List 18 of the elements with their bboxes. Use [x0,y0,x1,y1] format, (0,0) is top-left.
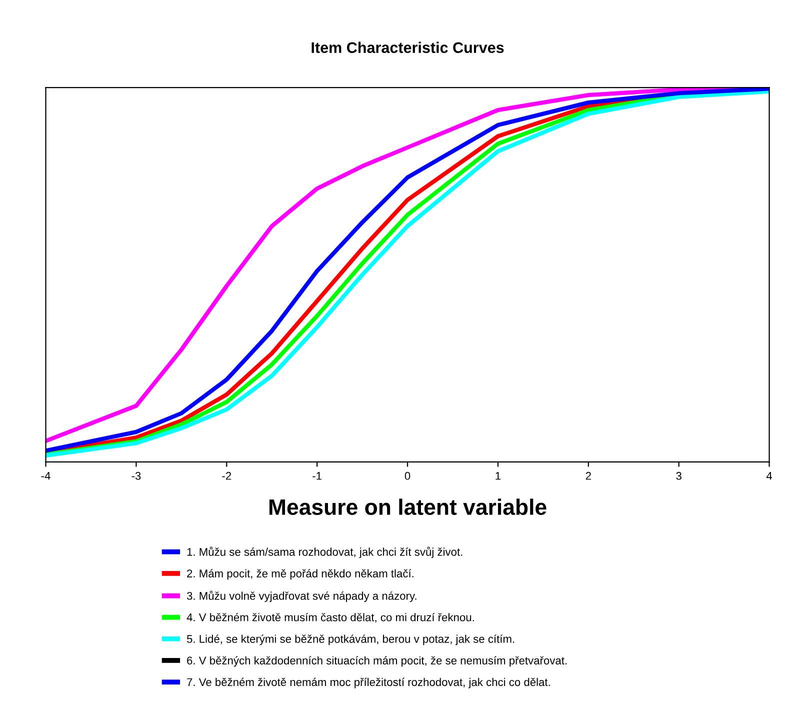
x-tick-label: 2 [586,472,591,480]
x-tick-label: -2 [222,472,232,480]
legend-label: 6. V běžných každodenních situacích mám pocit, že se nemusím přetvařovat. [187,656,567,667]
legend-label: 2. Mám pocit, že mě pořád někdo někam tlačí. [187,569,414,580]
legend-label: 3. Můžu volně vyjadřovat své nápady a názory. [186,590,416,602]
x-axis-title: Measure on latent variable [269,498,546,515]
x-tick-label: -4 [41,472,50,480]
chart-title: Item Characteristic Curves [312,42,504,54]
legend-label: 4. V běžném životě musím často dělat, co mi druzí řeknou. [186,612,474,623]
x-tick-label: 3 [676,472,682,480]
x-tick-label: -1 [312,472,322,480]
x-tick-label: 1 [496,472,501,480]
legend-label: 5. Lidé, se kterými se běžně potkávám, berou v potaz, jak se cítím. [186,634,514,646]
x-tick-label: 0 [404,472,410,480]
legend-label: 7. Ve běžném životě nemám moc příležitostí rozhodovat, jak chci co dělat. [187,678,550,688]
x-tick-label: -3 [132,472,141,480]
legend-label: 1. Můžu se sám/sama rozhodovat, jak chci žít svůj život. [187,546,462,558]
x-tick-label: 4 [766,472,772,480]
